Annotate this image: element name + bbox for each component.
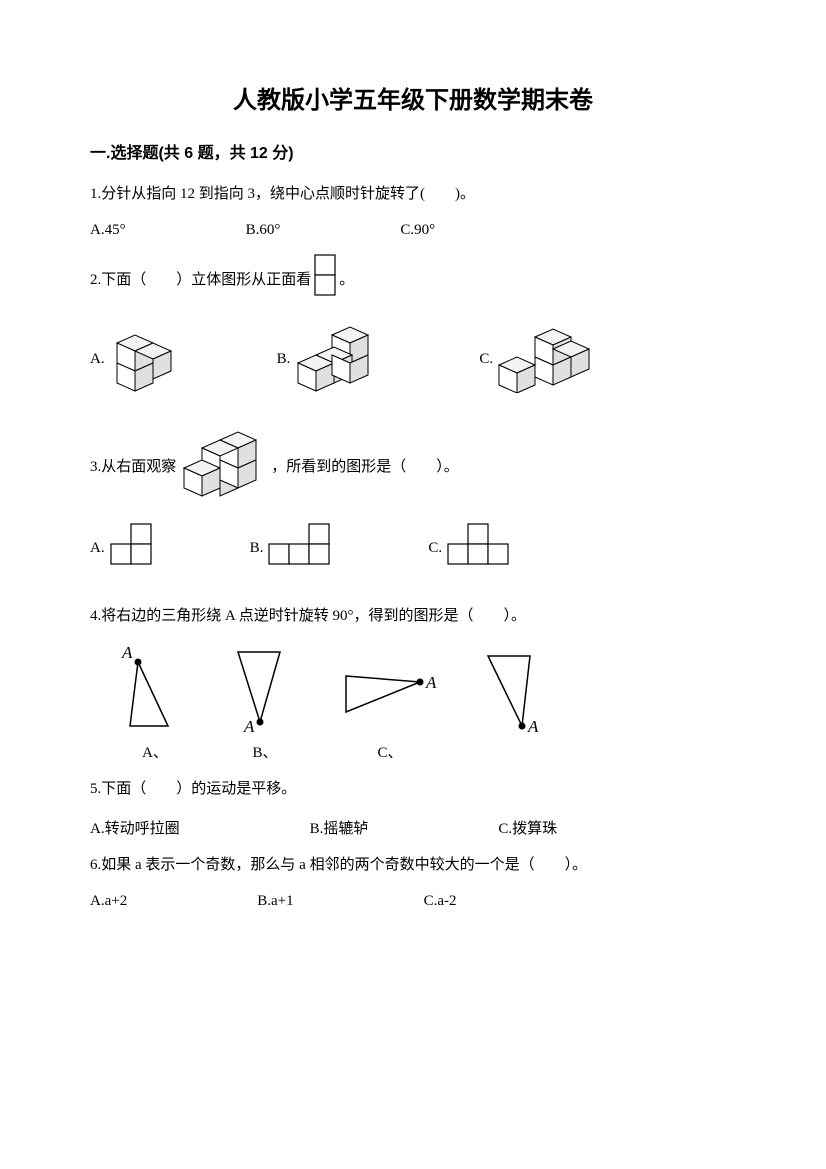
q4-opt-b: A A B、 [230, 644, 300, 762]
q4-b-point: A [243, 717, 255, 734]
q4-orig-point: A [527, 717, 539, 736]
q5-text: 5.下面（ ）的运动是平移。 [90, 781, 296, 797]
q1-opt-b: B.60° [246, 222, 281, 239]
q2-opt-a-shape [109, 321, 187, 398]
q2-opt-c: C. [479, 321, 602, 398]
q4-tri-a: A [120, 644, 190, 734]
q3-opt-c-label: C. [428, 540, 442, 557]
q3-opt-b-label: B. [250, 540, 264, 557]
q3-post: ，所看到的图形是（ ）。 [271, 454, 459, 481]
q3-opt-a-label: A. [90, 540, 105, 557]
q3-opt-c-shape [446, 522, 532, 575]
q4-a-point: A [121, 644, 133, 662]
q5-opt-b: B.摇辘轳 [310, 817, 369, 838]
question-6: 6.如果 a 表示一个奇数，那么与 a 相邻的两个奇数中较大的一个是（ ）。 [90, 852, 736, 879]
q1-options: A.45° B.60° C.90° [90, 222, 736, 239]
q4-text: 4.将右边的三角形绕 A 点逆时针旋转 90°，得到的图形是（ ）。 [90, 608, 526, 624]
q4-options: A A、 A A B、 A C、 A [90, 644, 736, 762]
q2-post: 。 [339, 267, 354, 294]
q1-opt-a: A.45° [90, 222, 126, 239]
q2-opt-b-shape [294, 321, 389, 398]
q4-c-point: A [425, 673, 437, 692]
q4-label-c: C、 [340, 741, 440, 762]
q3-opt-a-shape [109, 522, 175, 575]
q6-opt-c: C.a-2 [424, 893, 457, 910]
q2-opt-a-label: A. [90, 351, 105, 368]
q3-opt-c: C. [428, 522, 532, 575]
q6-options: A.a+2 B.a+1 C.a-2 [90, 893, 736, 910]
q5-options: A.转动呼拉圈 B.摇辘轳 C.拨算珠 [90, 817, 736, 838]
q2-opt-c-label: C. [479, 351, 493, 368]
q4-tri-orig: A [480, 648, 550, 738]
question-1: 1.分针从指向 12 到指向 3，绕中心点顺时针旋转了( )。 [90, 181, 736, 208]
q2-opt-c-shape [497, 321, 602, 398]
q6-text: 6.如果 a 表示一个奇数，那么与 a 相邻的两个奇数中较大的一个是（ ）。 [90, 857, 587, 873]
q3-inline-shape [176, 426, 271, 508]
question-2: 2.下面（ ）立体图形从正面看 。 [90, 253, 736, 307]
q4-label-orig [480, 745, 550, 762]
question-5: 5.下面（ ）的运动是平移。 [90, 776, 736, 803]
question-4: 4.将右边的三角形绕 A 点逆时针旋转 90°，得到的图形是（ ）。 [90, 603, 736, 630]
q1-text: 1.分针从指向 12 到指向 3，绕中心点顺时针旋转了( )。 [90, 186, 475, 202]
q4-opt-a: A A、 [120, 644, 190, 762]
q4-label-b: B、 [230, 741, 300, 762]
q2-opt-b-label: B. [277, 351, 291, 368]
q3-opt-b-shape [267, 522, 353, 575]
q5-opt-a: A.转动呼拉圈 [90, 817, 180, 838]
q5-opt-c: C.拨算珠 [498, 817, 557, 838]
exam-title: 人教版小学五年级下册数学期末卷 [90, 80, 736, 115]
question-3: 3.从右面观察 ，所看到的图形是（ ）。 [90, 426, 736, 508]
q3-opt-b: B. [250, 522, 354, 575]
q2-opt-a: A. [90, 321, 187, 398]
q6-opt-b: B.a+1 [257, 893, 293, 910]
section-header: 一.选择题(共 6 题，共 12 分) [90, 139, 736, 163]
q4-original: A [480, 648, 550, 762]
q1-opt-c: C.90° [400, 222, 435, 239]
q3-pre: 3.从右面观察 [90, 454, 176, 481]
q3-opt-a: A. [90, 522, 175, 575]
q4-label-a: A、 [120, 741, 190, 762]
q4-tri-b: A A [230, 644, 300, 734]
q3-options: A. B. C. [90, 522, 736, 575]
q2-pre: 2.下面（ ）立体图形从正面看 [90, 267, 311, 294]
q4-tri-c: A [340, 664, 440, 734]
q2-opt-b: B. [277, 321, 390, 398]
q2-inline-shape [313, 253, 337, 307]
q2-options: A. B. [90, 321, 736, 398]
q6-opt-a: A.a+2 [90, 893, 127, 910]
q4-opt-c: A C、 [340, 664, 440, 762]
